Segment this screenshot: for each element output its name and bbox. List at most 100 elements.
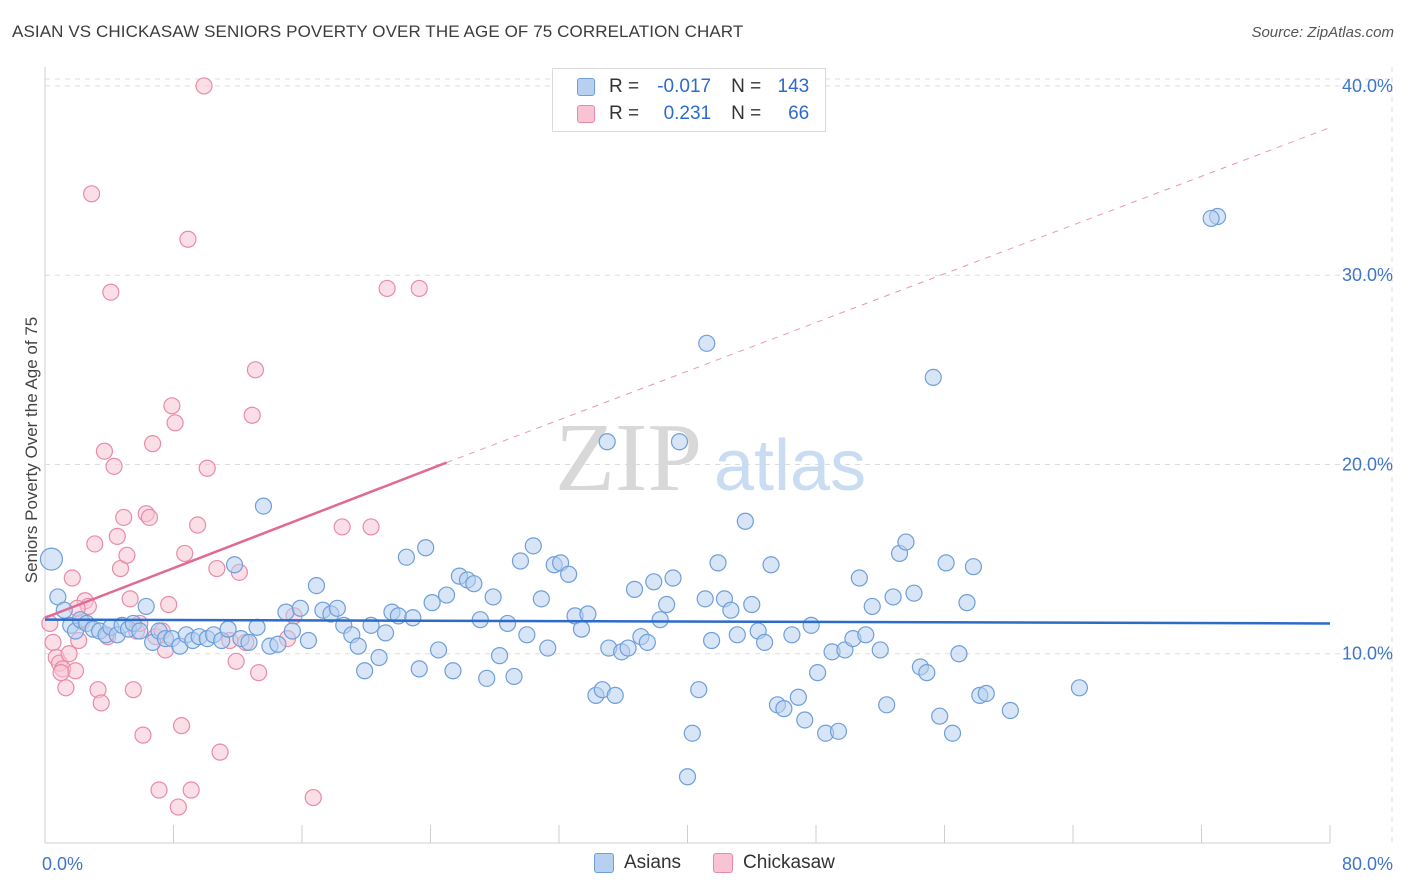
asian-point xyxy=(924,368,942,386)
n-label: N = xyxy=(731,103,762,124)
chickasaw-point xyxy=(44,633,62,651)
watermark-zip: ZIP xyxy=(555,404,702,512)
asians-points xyxy=(39,207,1227,786)
asian-point xyxy=(762,556,780,574)
asian-point xyxy=(39,547,64,571)
chickasaw-point xyxy=(250,664,268,682)
asian-point xyxy=(1070,679,1089,697)
asian-point xyxy=(370,648,388,667)
asian-point xyxy=(291,599,309,617)
chickasaw-point xyxy=(121,590,139,608)
asian-point xyxy=(943,724,962,742)
asian-point xyxy=(958,594,976,612)
asian-point xyxy=(1001,701,1019,720)
asian-point xyxy=(356,662,374,680)
asian-point xyxy=(722,601,740,619)
asian-point xyxy=(698,334,716,352)
asian-point xyxy=(560,565,578,583)
trend-lines xyxy=(44,127,1331,625)
asian-point xyxy=(277,603,295,621)
asian-point xyxy=(863,597,881,616)
asian-point xyxy=(254,497,273,515)
chickasaw-point xyxy=(57,679,75,697)
asian-point xyxy=(429,641,448,659)
asian-point xyxy=(511,552,530,570)
asian-point xyxy=(465,575,483,593)
legend-item-chickasaw: Chickasaw xyxy=(713,852,835,874)
asian-point xyxy=(683,724,701,742)
chickasaw-point xyxy=(60,645,78,663)
asian-point xyxy=(437,586,456,604)
asian-point xyxy=(283,622,301,640)
chickasaw-point xyxy=(172,717,191,735)
asian-point xyxy=(410,660,428,678)
chickasaw-point xyxy=(82,185,101,203)
asian-point xyxy=(918,664,936,682)
asian-point xyxy=(755,633,774,651)
asian-point xyxy=(484,588,502,606)
asian-point xyxy=(619,639,637,657)
chickasaw-point xyxy=(188,516,207,534)
asian-point xyxy=(505,667,523,686)
chickasaw-point xyxy=(102,283,120,301)
asian-point xyxy=(328,599,346,617)
r-label: R = xyxy=(609,103,640,124)
chickasaw-point xyxy=(41,614,59,633)
chickasaw-point xyxy=(362,518,380,536)
asian-point xyxy=(1202,209,1220,228)
chickasaw-point xyxy=(211,743,229,761)
n-label: N = xyxy=(731,76,762,97)
chickasaw-trend-extension xyxy=(446,127,1331,464)
n-value-chickasaw: 66 xyxy=(788,103,810,124)
asian-point xyxy=(606,686,624,704)
asian-point xyxy=(809,664,827,682)
chickasaw-point xyxy=(92,694,110,712)
asian-point xyxy=(572,620,591,638)
asian-point xyxy=(471,611,489,629)
asian-point xyxy=(645,573,663,591)
chickasaw-point xyxy=(144,435,162,453)
x-tick-label-max: 80.0% xyxy=(1342,854,1393,874)
chickasaw-point xyxy=(95,442,114,460)
chickasaw-point xyxy=(108,527,126,545)
asian-point xyxy=(702,631,721,650)
chickasaw-point xyxy=(227,652,245,670)
asians-trend-line xyxy=(44,618,1331,625)
chickasaw-point xyxy=(150,781,168,799)
asian-point xyxy=(638,633,656,651)
asian-point xyxy=(796,711,814,729)
chickasaw-point xyxy=(66,662,85,680)
chickasaw-point xyxy=(160,595,178,614)
asian-point xyxy=(397,548,416,566)
asian-point xyxy=(964,558,983,576)
chickasaw-point xyxy=(118,546,136,564)
asian-point xyxy=(664,569,682,587)
chickasaw-point xyxy=(176,544,194,563)
chickasaw-point xyxy=(195,77,213,95)
asian-point xyxy=(743,595,761,614)
chickasaw-point xyxy=(182,781,200,799)
chickasaw-point xyxy=(208,559,226,578)
asian-point xyxy=(950,645,968,663)
chickasaw-point xyxy=(378,279,396,298)
asian-point xyxy=(349,637,367,655)
chickasaw-point xyxy=(179,230,197,248)
asian-point xyxy=(857,626,875,644)
axes xyxy=(44,67,1331,844)
asian-point xyxy=(539,639,557,657)
asian-point xyxy=(131,622,149,640)
asian-point xyxy=(269,635,287,653)
asian-point xyxy=(490,647,509,665)
watermark: ZIP atlas xyxy=(555,404,866,512)
asian-point xyxy=(775,700,793,718)
legend-item-asians: Asians xyxy=(594,852,681,874)
chickasaw-point xyxy=(410,279,428,298)
asian-point xyxy=(579,605,597,623)
asian-point xyxy=(878,696,896,714)
asian-point xyxy=(670,433,689,451)
asian-point xyxy=(524,537,542,555)
chickasaw-swatch xyxy=(577,105,595,123)
asian-point xyxy=(598,433,616,451)
y-tick-label: 10.0% xyxy=(1342,644,1393,664)
